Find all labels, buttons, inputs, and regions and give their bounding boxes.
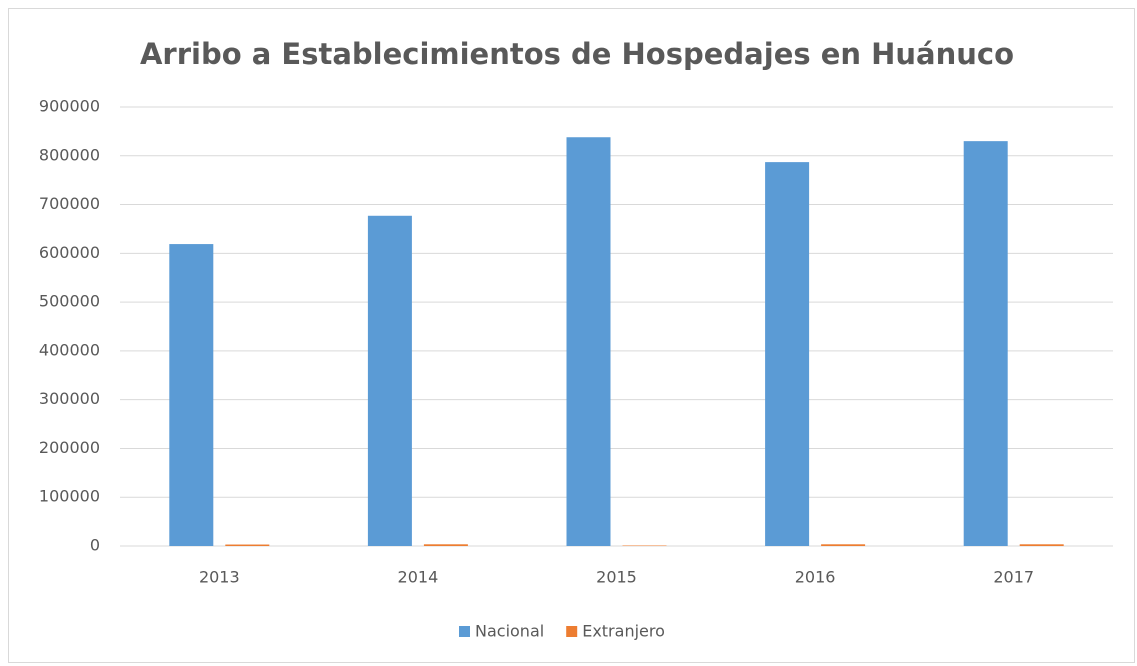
x-tick-label: 2015 <box>596 568 637 587</box>
y-tick-label: 700000 <box>39 194 100 213</box>
y-tick-label: 100000 <box>39 487 100 506</box>
bar <box>367 215 412 546</box>
y-tick-label: 400000 <box>39 340 100 359</box>
x-tick-label: 2014 <box>398 568 439 587</box>
bar <box>1019 544 1064 546</box>
x-tick-label: 2013 <box>199 568 240 587</box>
y-tick-label: 0 <box>90 536 100 555</box>
chart-title: Arribo a Establecimientos de Hospedajes … <box>140 37 1014 71</box>
y-tick-label: 300000 <box>39 389 100 408</box>
bar <box>963 141 1008 546</box>
bar <box>765 162 810 546</box>
bar <box>821 544 866 546</box>
x-tick-label: 2016 <box>795 568 836 587</box>
bar <box>225 544 270 546</box>
legend-label: Extranjero <box>582 622 665 641</box>
bar <box>566 137 611 546</box>
bar <box>423 544 468 546</box>
legend-swatch <box>566 626 578 637</box>
legend-swatch <box>459 626 470 637</box>
y-tick-label: 800000 <box>39 145 100 164</box>
y-tick-label: 900000 <box>39 97 100 116</box>
y-tick-label: 500000 <box>39 292 100 311</box>
bar <box>169 244 214 546</box>
y-tick-label: 200000 <box>39 438 100 457</box>
y-tick-label: 600000 <box>39 243 100 262</box>
legend-label: Nacional <box>475 622 544 641</box>
x-tick-label: 2017 <box>993 568 1034 587</box>
